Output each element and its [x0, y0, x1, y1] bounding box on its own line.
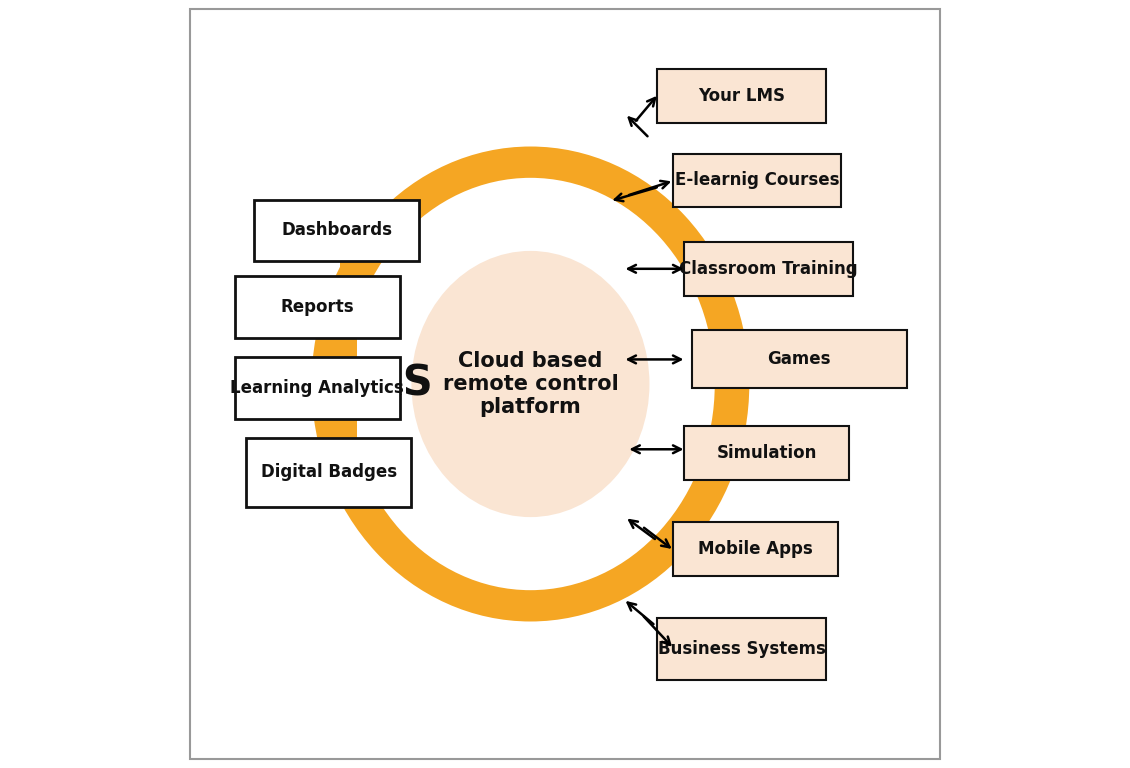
Text: Cloud based
remote control
platform: Cloud based remote control platform	[443, 351, 618, 417]
Bar	[340, 357, 357, 438]
Bar	[235, 276, 400, 338]
Bar	[340, 276, 357, 357]
Text: Simulation: Simulation	[716, 444, 817, 462]
Bar	[692, 330, 906, 388]
Ellipse shape	[411, 251, 650, 517]
Bar	[246, 438, 411, 507]
Text: Games: Games	[767, 350, 831, 368]
Text: LRS: LRS	[344, 363, 433, 405]
Bar	[340, 200, 357, 276]
Text: Business Systems: Business Systems	[658, 640, 826, 658]
Ellipse shape	[312, 147, 749, 621]
Bar	[672, 522, 837, 576]
Bar	[658, 618, 826, 680]
Text: Learning Analytics: Learning Analytics	[231, 379, 405, 397]
Text: Reports: Reports	[280, 298, 354, 316]
Bar	[684, 242, 853, 296]
Bar	[254, 200, 419, 261]
Bar	[235, 357, 400, 419]
Text: Dashboards: Dashboards	[281, 221, 392, 240]
Bar	[684, 426, 849, 480]
Text: Your LMS: Your LMS	[698, 87, 785, 105]
Text: Mobile Apps: Mobile Apps	[697, 540, 812, 558]
Bar	[658, 69, 826, 123]
Text: Classroom Training: Classroom Training	[679, 260, 858, 278]
Ellipse shape	[346, 178, 715, 590]
Bar	[672, 154, 842, 207]
Text: E-learnig Courses: E-learnig Courses	[675, 171, 840, 190]
Text: Digital Badges: Digital Badges	[261, 463, 397, 482]
